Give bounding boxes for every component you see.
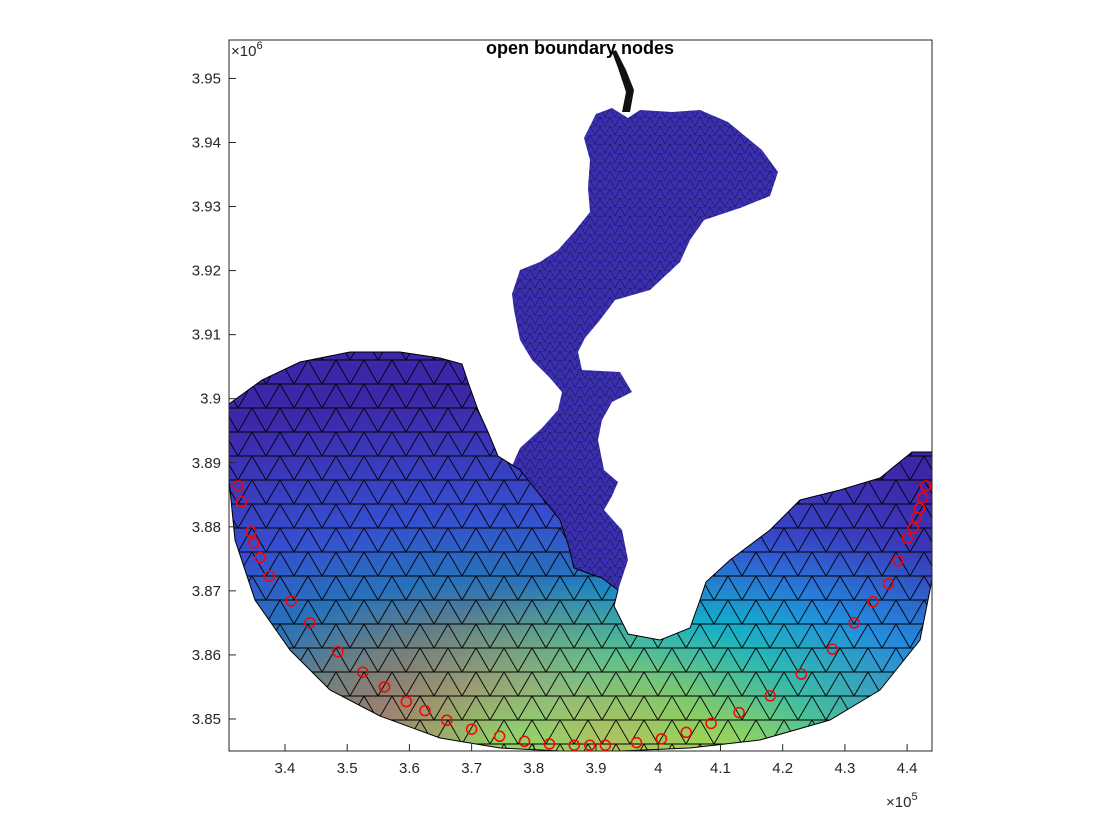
boundary-node-point xyxy=(568,739,581,751)
boundary-node-point xyxy=(543,738,556,750)
x-exponent-power: 5 xyxy=(911,791,917,803)
boundary-node-point xyxy=(232,480,245,492)
boundary-node-point xyxy=(493,730,506,743)
x-exponent-label: ×105 xyxy=(886,791,918,811)
x-tick-label: 3.7 xyxy=(461,760,482,777)
boundary-node-point xyxy=(332,645,344,658)
y-tick-label: 3.85 xyxy=(192,711,221,728)
x-tick-label: 4.1 xyxy=(710,760,731,777)
boundary-node-point xyxy=(599,739,612,751)
y-tick-label: 3.91 xyxy=(192,327,221,344)
boundary-node-point xyxy=(913,502,926,514)
x-tick-label: 3.9 xyxy=(586,760,607,777)
x-tick-label: 4.4 xyxy=(897,760,918,777)
y-tick-label: 3.87 xyxy=(192,583,221,600)
boundary-node-point xyxy=(584,739,596,751)
boundary-node-point xyxy=(733,706,745,719)
boundary-node-point xyxy=(848,617,860,629)
boundary-node-point xyxy=(705,717,717,730)
axes-box xyxy=(228,39,933,752)
boundary-node-point xyxy=(867,596,879,608)
x-tick-label: 4 xyxy=(654,760,662,777)
boundary-node-point xyxy=(357,666,369,678)
boundary-node-point xyxy=(245,526,257,538)
boundary-node-point xyxy=(655,733,668,745)
y-axis-ticks: 3.85 3.86 3.87 3.88 3.89 3.9 3.91 3.92 3.93 3.94 3… xyxy=(192,70,236,728)
y-tick-label: 3.94 xyxy=(192,134,221,151)
boundary-node-point xyxy=(901,532,913,545)
y-exponent-label: ×106 xyxy=(231,40,263,60)
boundary-node-point xyxy=(795,668,808,680)
boundary-node-point xyxy=(630,736,643,749)
y-exponent-power: 6 xyxy=(256,40,262,52)
boundary-node-point xyxy=(518,735,531,748)
boundary-node-markers xyxy=(232,480,932,751)
x-tick-label: 4.2 xyxy=(772,760,793,777)
boundary-node-point xyxy=(907,522,920,534)
y-tick-label: 3.93 xyxy=(192,199,221,216)
boundary-node-point xyxy=(916,492,929,504)
boundary-node-point xyxy=(680,726,693,739)
x-axis-ticks: 3.4 3.5 3.6 3.7 3.8 3.9 4 4.1 4.2 4.3 4.4 xyxy=(275,744,918,777)
x-tick-label: 3.8 xyxy=(523,760,544,777)
x-tick-label: 3.5 xyxy=(337,760,358,777)
y-tick-label: 3.9 xyxy=(200,391,221,408)
boundary-node-point xyxy=(235,496,248,508)
boundary-node-point xyxy=(400,695,413,708)
x-tick-label: 3.6 xyxy=(399,760,420,777)
x-exponent-base: ×10 xyxy=(886,794,911,811)
boundary-node-point xyxy=(248,537,260,549)
boundary-node-point xyxy=(263,570,276,582)
y-tick-label: 3.89 xyxy=(192,455,221,472)
y-tick-label: 3.86 xyxy=(192,647,221,664)
boundary-node-point xyxy=(920,480,932,492)
mesh-domain xyxy=(229,50,932,751)
y-exponent-base: ×10 xyxy=(231,43,256,60)
boundary-node-point xyxy=(419,704,431,717)
boundary-node-point xyxy=(465,723,478,735)
y-tick-label: 3.88 xyxy=(192,519,221,536)
boundary-node-point xyxy=(764,690,776,702)
boundary-node-point xyxy=(378,681,391,693)
x-tick-label: 4.3 xyxy=(834,760,855,777)
boundary-node-point xyxy=(892,555,904,567)
y-tick-label: 3.95 xyxy=(192,70,221,87)
boundary-node-point xyxy=(882,578,895,590)
boundary-node-point xyxy=(285,595,297,607)
boundary-node-point xyxy=(304,617,316,629)
boundary-node-point xyxy=(254,551,266,564)
boundary-node-point xyxy=(440,714,453,727)
chart-title: open boundary nodes xyxy=(486,38,674,58)
x-tick-label: 3.4 xyxy=(275,760,296,777)
y-tick-label: 3.92 xyxy=(192,263,221,280)
boundary-node-point xyxy=(826,643,839,655)
